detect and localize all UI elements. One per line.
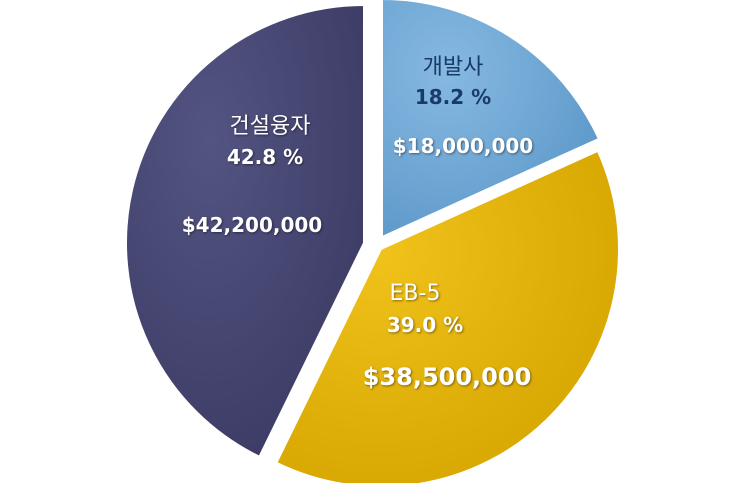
slice-percent-label: 42.8 % [227,145,303,169]
slice-name-label: 개발사 [423,55,484,80]
slice-amount-label: $38,500,000 [363,363,532,391]
slice-name-label: EB-5 [390,281,441,306]
pie-slice [125,3,365,459]
pie-slice [381,0,601,239]
slice-amount-label: $18,000,000 [393,134,533,158]
slice-amount-label: $42,200,000 [182,213,322,237]
slice-percent-label: 18.2 % [415,85,491,109]
slice-percent-label: 39.0 % [387,313,463,337]
pie-slice [275,149,620,483]
slice-name-label: 건설융자 [230,114,311,139]
